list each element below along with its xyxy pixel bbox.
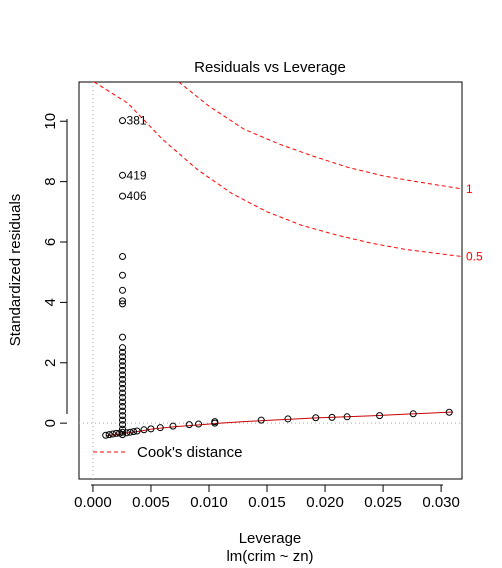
cook-contour-label: 0.5 [466, 249, 483, 263]
data-point [133, 427, 141, 435]
y-axis-title: Standardized residuals [7, 194, 24, 347]
x-axis: 0.000 0.005 0.010 0.015 0.020 0.025 0.030 [74, 484, 460, 511]
data-point [102, 431, 110, 439]
y-axis: 0 2 4 6 8 10 [42, 113, 68, 427]
point-label: 406 [127, 189, 147, 203]
data-point [119, 393, 127, 401]
cook-distance-contour [178, 81, 463, 190]
data-point [119, 286, 127, 294]
data-point [119, 412, 127, 420]
data-point [140, 426, 148, 434]
x-tick-label: 0.000 [74, 494, 112, 511]
y-tick-label: 8 [42, 177, 59, 185]
data-point [119, 398, 127, 406]
data-point [195, 420, 203, 428]
data-point [119, 403, 127, 411]
data-point [112, 429, 120, 437]
data-point [169, 422, 177, 430]
y-tick-label: 10 [42, 113, 59, 130]
data-point [409, 410, 417, 418]
data-point [119, 344, 127, 352]
data-point [119, 428, 127, 436]
legend: Cook's distance [93, 444, 242, 461]
data-point [119, 353, 127, 361]
data-point [119, 192, 127, 200]
plot-box [78, 81, 463, 480]
data-point [109, 430, 117, 438]
data-point [119, 333, 127, 341]
data-point [147, 425, 155, 433]
data-point [119, 300, 127, 308]
data-point [119, 389, 127, 397]
x-axis-subtitle: lm(crim ~ zn) [226, 548, 313, 565]
y-tick-label: 2 [42, 359, 59, 367]
x-tick-label: 0.010 [190, 494, 228, 511]
data-point [284, 415, 292, 423]
data-point [343, 413, 351, 421]
data-point [119, 366, 127, 374]
data-point [105, 431, 113, 439]
chart-title: Residuals vs Leverage [194, 59, 346, 76]
data-point [119, 362, 127, 370]
x-tick-label: 0.020 [306, 494, 344, 511]
data-point [119, 380, 127, 388]
data-point [119, 357, 127, 365]
legend-cook-label: Cook's distance [137, 444, 242, 461]
smoother-line [105, 411, 453, 437]
data-point [119, 421, 127, 429]
data-point [312, 414, 320, 422]
x-tick-label: 0.015 [248, 494, 286, 511]
data-point [376, 412, 384, 420]
data-point [185, 421, 193, 429]
data-point [119, 117, 127, 125]
point-label: 381 [127, 114, 147, 128]
plot-region: 1 0.5 381 419 406 Cook's distance [78, 81, 483, 480]
data-point [156, 424, 164, 432]
data-point [119, 252, 127, 260]
data-point [119, 348, 127, 356]
y-tick-label: 4 [42, 298, 59, 306]
data-point [328, 413, 336, 421]
data-point [119, 375, 127, 383]
data-point [126, 428, 134, 436]
data-point [123, 429, 131, 437]
data-point [119, 297, 127, 305]
x-tick-label: 0.025 [364, 494, 402, 511]
x-axis-title: Leverage [239, 530, 302, 547]
y-tick-label: 6 [42, 238, 59, 246]
data-point [116, 429, 124, 437]
data-point [119, 271, 127, 279]
x-tick-label: 0.005 [132, 494, 170, 511]
data-point [211, 418, 219, 426]
data-point [445, 408, 453, 416]
y-tick-label: 0 [42, 419, 59, 427]
data-point [130, 428, 138, 436]
data-point [119, 371, 127, 379]
data-point [119, 171, 127, 179]
data-point [119, 407, 127, 415]
x-tick-label: 0.030 [422, 494, 460, 511]
data-point [119, 384, 127, 392]
data-point [257, 416, 265, 424]
cook-contour-label: 1 [466, 182, 473, 196]
point-label: 419 [127, 168, 147, 182]
cook-distance-contour [93, 81, 463, 257]
data-point [119, 416, 127, 424]
